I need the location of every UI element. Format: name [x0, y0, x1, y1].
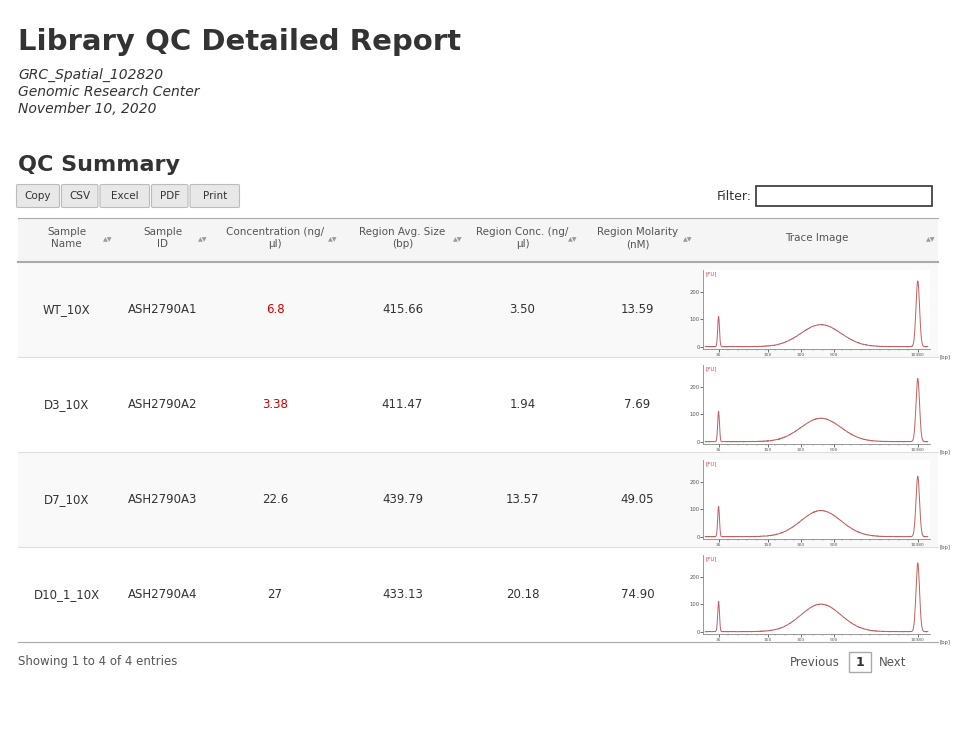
- Text: Region Molarity
(nM): Region Molarity (nM): [597, 227, 678, 249]
- Bar: [756, 186, 932, 206]
- Text: Region Conc. (ng/
µl): Region Conc. (ng/ µl): [476, 227, 569, 249]
- Text: Concentration (ng/
µl): Concentration (ng/ µl): [226, 227, 324, 249]
- FancyBboxPatch shape: [16, 184, 59, 207]
- FancyBboxPatch shape: [61, 184, 98, 207]
- Text: ▲▼: ▲▼: [103, 238, 113, 243]
- Text: Filter:: Filter:: [717, 190, 752, 202]
- Text: 74.90: 74.90: [620, 588, 654, 601]
- Text: 411.47: 411.47: [381, 398, 424, 411]
- Text: 1: 1: [856, 655, 864, 669]
- Text: [FU]: [FU]: [706, 272, 717, 277]
- Text: ASH2790A1: ASH2790A1: [128, 303, 197, 316]
- Text: ASH2790A3: ASH2790A3: [128, 493, 197, 506]
- Text: [FU]: [FU]: [706, 556, 717, 562]
- Text: Excel: Excel: [111, 191, 139, 201]
- Text: Genomic Research Center: Genomic Research Center: [18, 85, 200, 99]
- Bar: [18, 547, 938, 642]
- Bar: [18, 218, 938, 262]
- Text: [bp]: [bp]: [939, 450, 950, 455]
- Text: 20.18: 20.18: [506, 588, 539, 601]
- Text: ▲▼: ▲▼: [568, 238, 577, 243]
- Bar: [18, 262, 938, 357]
- Text: Previous: Previous: [790, 655, 840, 669]
- Text: ASH2790A4: ASH2790A4: [128, 588, 197, 601]
- Text: ▲▼: ▲▼: [926, 238, 936, 243]
- FancyBboxPatch shape: [190, 184, 240, 207]
- Text: D3_10X: D3_10X: [44, 398, 89, 411]
- Bar: [18, 357, 938, 452]
- Text: QC Summary: QC Summary: [18, 155, 180, 175]
- Text: [bp]: [bp]: [939, 355, 950, 360]
- Text: Library QC Detailed Report: Library QC Detailed Report: [18, 28, 461, 56]
- Text: ▲▼: ▲▼: [328, 238, 337, 243]
- Text: Trace Image: Trace Image: [785, 233, 848, 243]
- Text: 6.8: 6.8: [266, 303, 284, 316]
- Text: ▲▼: ▲▼: [453, 238, 463, 243]
- Text: Next: Next: [879, 655, 906, 669]
- Text: 22.6: 22.6: [262, 493, 288, 506]
- Text: November 10, 2020: November 10, 2020: [18, 102, 157, 116]
- Text: Print: Print: [203, 191, 227, 201]
- Text: ▲▼: ▲▼: [198, 238, 207, 243]
- Text: GRC_Spatial_102820: GRC_Spatial_102820: [18, 68, 163, 82]
- Text: 13.57: 13.57: [506, 493, 539, 506]
- Text: D10_1_10X: D10_1_10X: [33, 588, 99, 601]
- Text: 439.79: 439.79: [382, 493, 424, 506]
- Text: 433.13: 433.13: [382, 588, 423, 601]
- Text: ASH2790A2: ASH2790A2: [128, 398, 197, 411]
- Text: 3.38: 3.38: [262, 398, 288, 411]
- Text: 49.05: 49.05: [620, 493, 654, 506]
- Text: WT_10X: WT_10X: [43, 303, 90, 316]
- Text: Showing 1 to 4 of 4 entries: Showing 1 to 4 of 4 entries: [18, 655, 178, 669]
- Text: 13.59: 13.59: [620, 303, 654, 316]
- Text: PDF: PDF: [160, 191, 180, 201]
- Text: CSV: CSV: [69, 191, 90, 201]
- Text: D7_10X: D7_10X: [44, 493, 89, 506]
- Text: 1.94: 1.94: [510, 398, 535, 411]
- Text: [FU]: [FU]: [706, 367, 717, 371]
- Bar: [849, 652, 871, 672]
- FancyBboxPatch shape: [100, 184, 149, 207]
- Text: 3.50: 3.50: [510, 303, 535, 316]
- Text: 415.66: 415.66: [382, 303, 424, 316]
- Bar: [18, 452, 938, 547]
- Text: [bp]: [bp]: [939, 545, 950, 551]
- Text: 7.69: 7.69: [624, 398, 651, 411]
- Text: 27: 27: [268, 588, 283, 601]
- Text: ▲▼: ▲▼: [684, 238, 693, 243]
- FancyBboxPatch shape: [151, 184, 188, 207]
- Text: Sample
ID: Sample ID: [143, 227, 182, 249]
- Text: [bp]: [bp]: [939, 641, 950, 645]
- Text: [FU]: [FU]: [706, 461, 717, 466]
- Text: Copy: Copy: [25, 191, 52, 201]
- Text: Region Avg. Size
(bp): Region Avg. Size (bp): [359, 227, 445, 249]
- Text: Sample
Name: Sample Name: [47, 227, 86, 249]
